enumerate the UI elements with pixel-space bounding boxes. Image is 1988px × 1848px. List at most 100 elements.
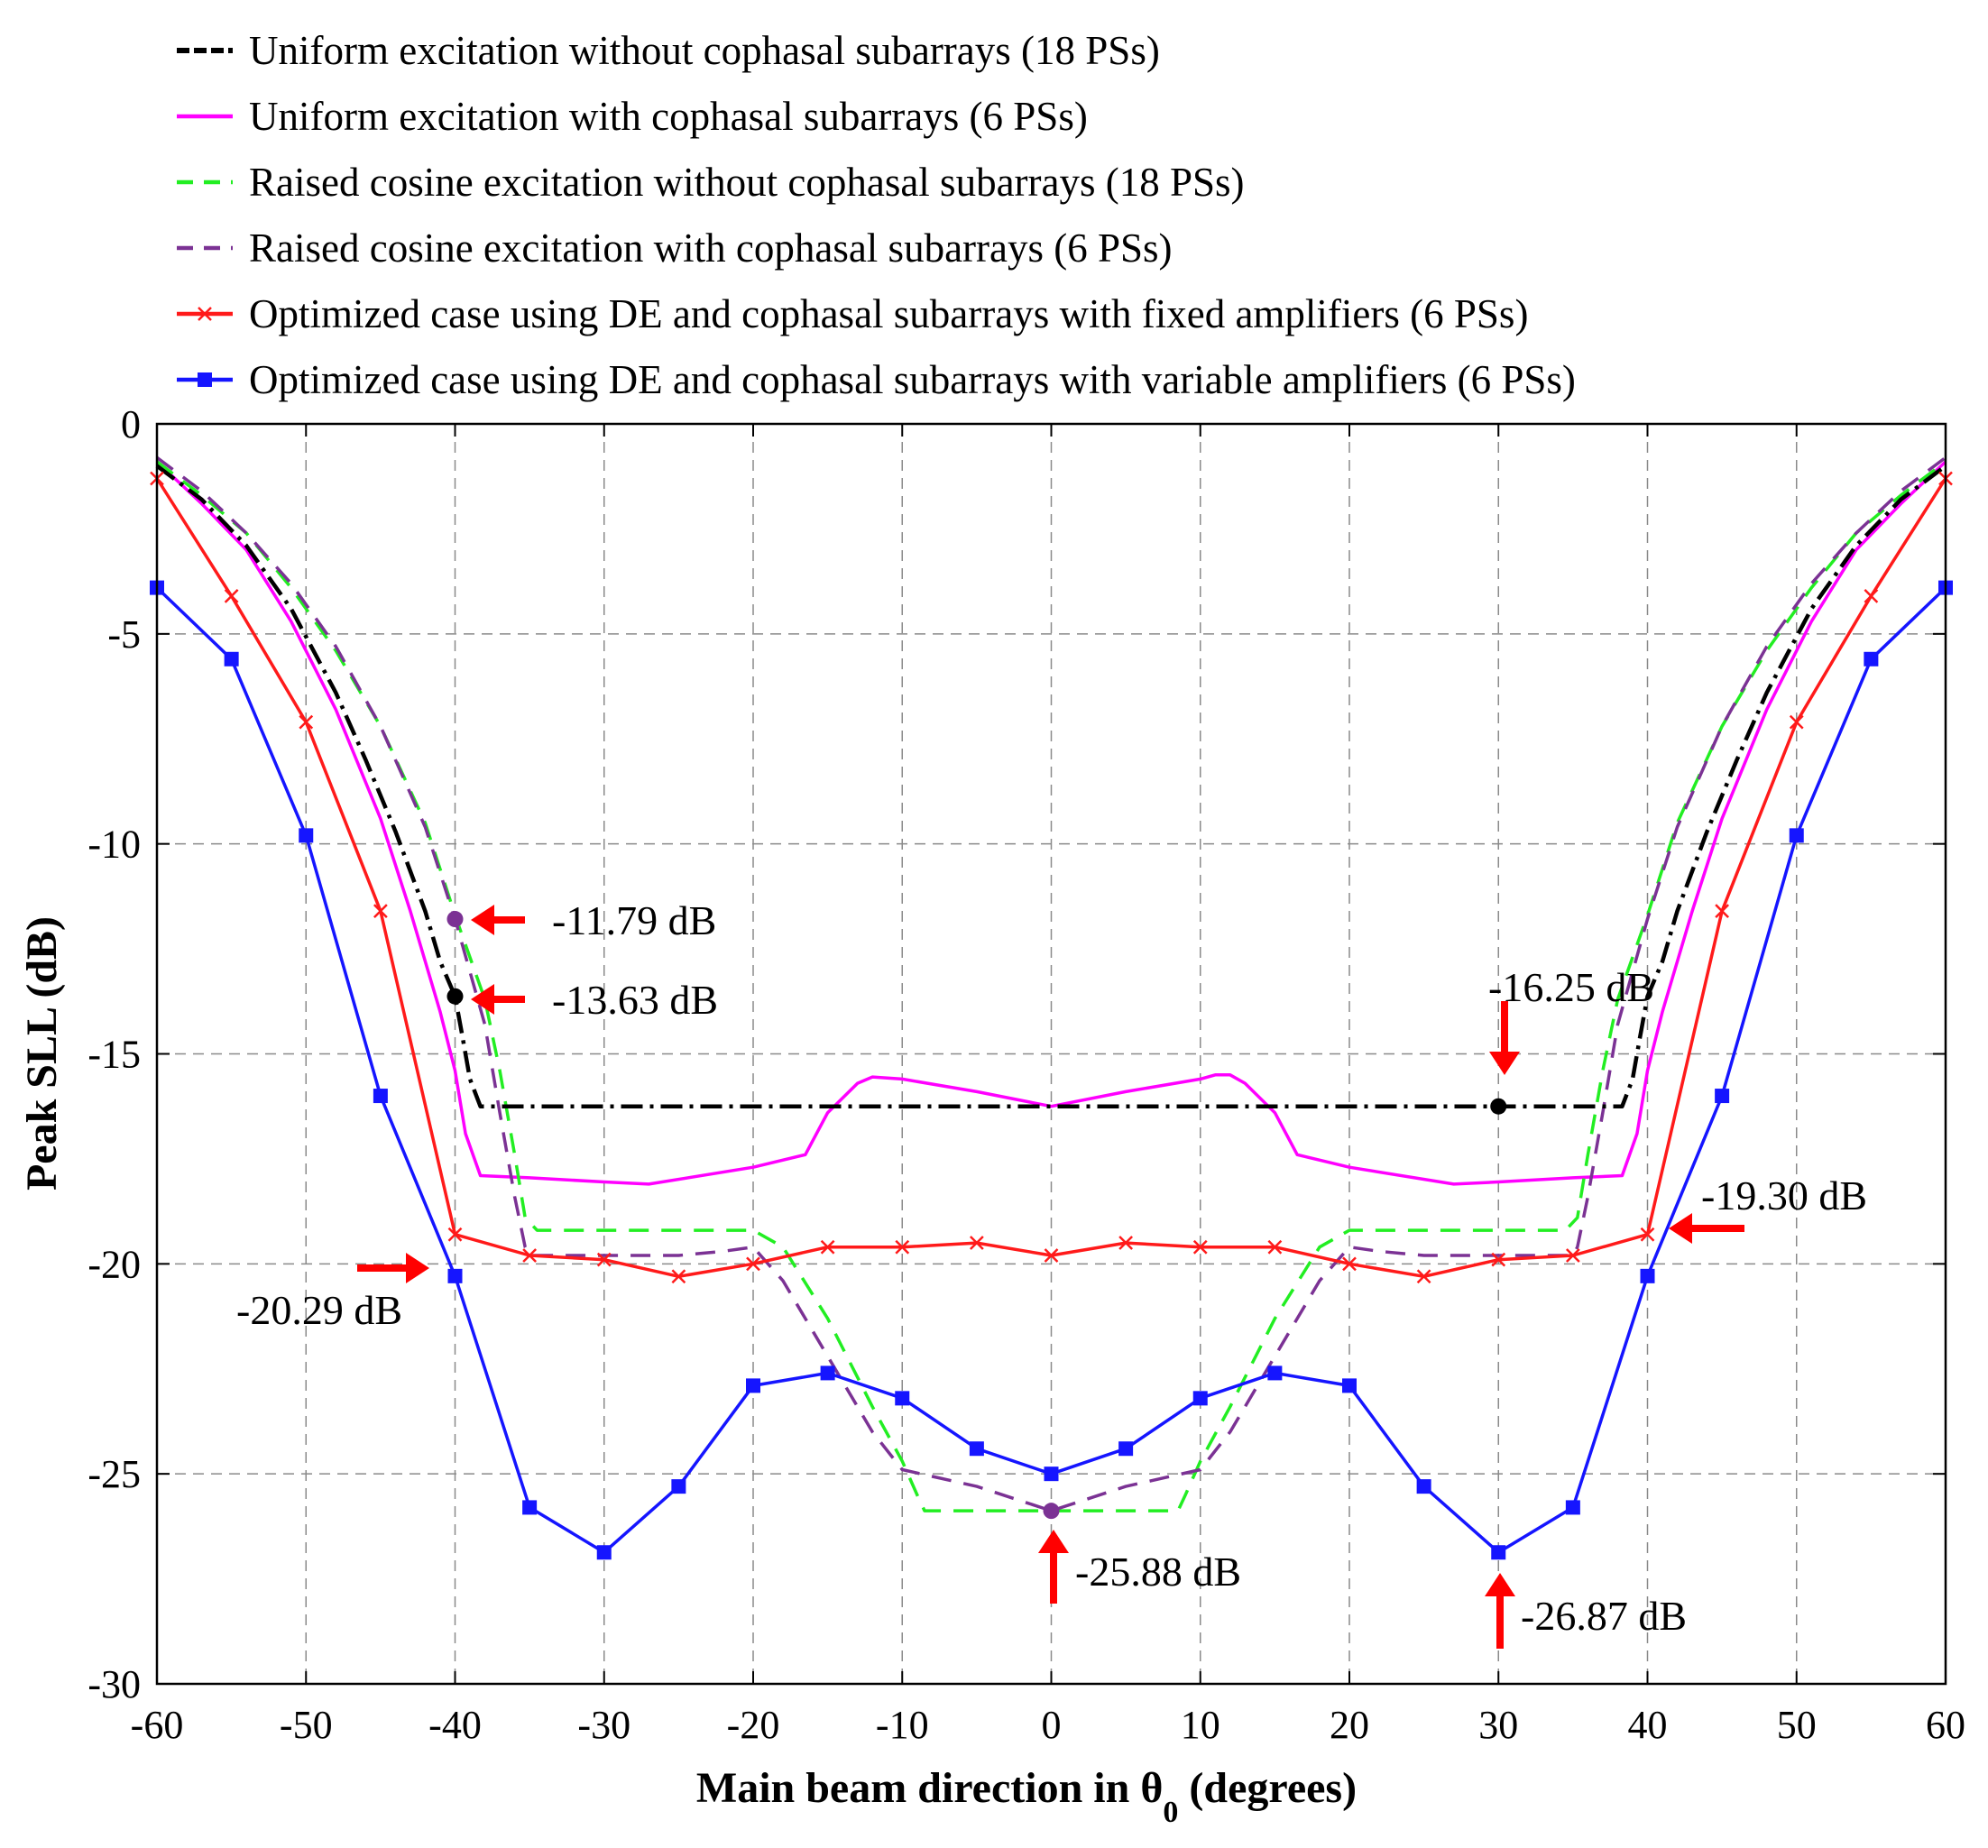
marker-de-variable [895,1391,910,1406]
annotation-arrow [1489,1001,1520,1075]
y-tick-label: -25 [87,1452,141,1496]
y-axis-title: Peak SLL (dB) [18,916,66,1191]
legend-label: Uniform excitation with cophasal subarra… [249,94,1088,139]
marker-de-fixed [1864,589,1879,603]
marker-de-fixed [1715,904,1730,919]
marker-de-variable [522,1500,538,1515]
x-tick-label: 40 [1628,1703,1668,1747]
annotation-arrow [1038,1530,1069,1604]
marker-de-fixed [671,1269,686,1284]
series-line-uniform-no-cophasal [155,464,1947,1108]
x-tick-label: -10 [876,1703,929,1747]
marker-de-fixed [1192,1239,1208,1255]
marker-de-fixed-stroke [1789,714,1804,730]
marker-de-variable [1789,828,1804,843]
marker-de-fixed-stroke [373,904,388,919]
legend-item-uniform-cophasal: Uniform excitation with cophasal subarra… [177,94,1088,139]
marker-de-fixed-stroke [671,1269,686,1284]
y-tick-label: -15 [87,1033,141,1077]
legend-item-de-variable: Optimized case using DE and cophasal sub… [177,357,1576,402]
highlight-point [446,988,464,1005]
series-line-uniform-cophasal [155,460,1947,1186]
marker-de-fixed [1491,1252,1506,1267]
marker-de-fixed [447,1227,463,1242]
annotation-arrow-head [406,1253,429,1283]
annotation-arrow-head [471,905,494,935]
legend-marker-stroke [198,307,212,321]
marker-de-fixed-stroke [1491,1252,1506,1267]
marker-de-fixed-stroke [969,1236,984,1250]
marker-de-fixed [1565,1248,1580,1263]
marker-de-fixed-stroke [820,1239,835,1255]
annotation-arrow [1485,1573,1515,1649]
marker-de-fixed-stroke [1416,1269,1431,1284]
marker-de-fixed-stroke [1864,589,1879,603]
annotation-arrow-head [471,984,494,1015]
marker-de-variable [820,1365,835,1381]
marker-de-variable [1416,1479,1431,1494]
annotation-label: -16.25 dB [1488,964,1654,1010]
marker-de-fixed [1044,1248,1059,1263]
marker-de-fixed-stroke [1342,1256,1357,1272]
marker-de-fixed [373,904,388,919]
annotation-label: -13.63 dB [552,977,718,1023]
legend-item-de-fixed: Optimized case using DE and cophasal sub… [177,291,1528,336]
marker-de-fixed-stroke [746,1256,760,1272]
x-tick-label: -50 [280,1703,333,1747]
marker-de-fixed-stroke [1640,1227,1655,1242]
y-tick-label: -10 [87,823,141,867]
marker-de-fixed-stroke [1715,904,1730,919]
marker-de-fixed [1789,714,1804,730]
marker-de-variable [746,1378,760,1393]
marker-de-fixed-stroke [596,1252,612,1267]
annotation-label: -26.87 dB [1521,1593,1687,1639]
marker-de-fixed-stroke [895,1239,910,1255]
legend-label: Raised cosine excitation without cophasa… [249,160,1245,205]
marker-de-fixed [1640,1227,1655,1242]
highlight-point [446,911,464,928]
marker-de-variable [224,651,239,667]
y-tick-label: -30 [87,1662,141,1706]
legend-item-uniform-no-cophasal: Uniform excitation without cophasal suba… [177,28,1160,73]
legend-marker [198,372,212,387]
axis-ticks: -60 -50 -40 -30 -20 -10 0 10 20 30 40 50 60 0 -5 -10 -15… [87,402,1965,1747]
marker-de-fixed [1118,1236,1134,1250]
annotation-arrow-head [1038,1530,1069,1553]
marker-de-variable [1640,1268,1655,1283]
marker-de-fixed [224,589,239,603]
x-axis-title-subscript: 0 [1163,1796,1178,1829]
x-tick-label: 30 [1478,1703,1518,1747]
annotation-arrow [1669,1213,1744,1244]
marker-de-fixed [596,1252,612,1267]
marker-de-variable [373,1089,388,1104]
highlight-point [1043,1503,1060,1520]
marker-de-fixed [522,1248,538,1263]
x-axis-title-main: Main beam direction in θ [696,1764,1164,1812]
marker-de-fixed-stroke [1267,1239,1283,1255]
annotation-arrow [357,1253,429,1283]
x-tick-label: 60 [1926,1703,1965,1747]
legend-label: Optimized case using DE and cophasal sub… [249,357,1576,402]
x-tick-label: 10 [1181,1703,1220,1747]
annotation-arrow-head [1489,1052,1520,1075]
marker-de-variable [1192,1391,1208,1406]
marker-de-variable [1118,1441,1134,1457]
marker-de-variable [447,1268,463,1283]
y-tick-label: -5 [107,612,141,657]
x-axis-title-suffix: (degrees) [1178,1764,1357,1812]
marker-de-variable [671,1479,686,1494]
marker-de-variable [1715,1089,1730,1104]
marker-de-fixed [746,1256,760,1272]
legend-label: Uniform excitation without cophasal suba… [249,28,1160,73]
x-tick-label: 0 [1042,1703,1062,1747]
marker-de-variable [1864,651,1879,667]
marker-de-fixed [1267,1239,1283,1255]
marker-de-variable [299,828,314,843]
marker-de-fixed-stroke [224,589,239,603]
marker-de-fixed-stroke [447,1227,463,1242]
marker-de-variable [1267,1365,1283,1381]
marker-de-fixed [820,1239,835,1255]
marker-de-fixed-stroke [522,1248,538,1263]
marker-de-fixed-stroke [1118,1236,1134,1250]
marker-de-variable [1565,1500,1580,1515]
